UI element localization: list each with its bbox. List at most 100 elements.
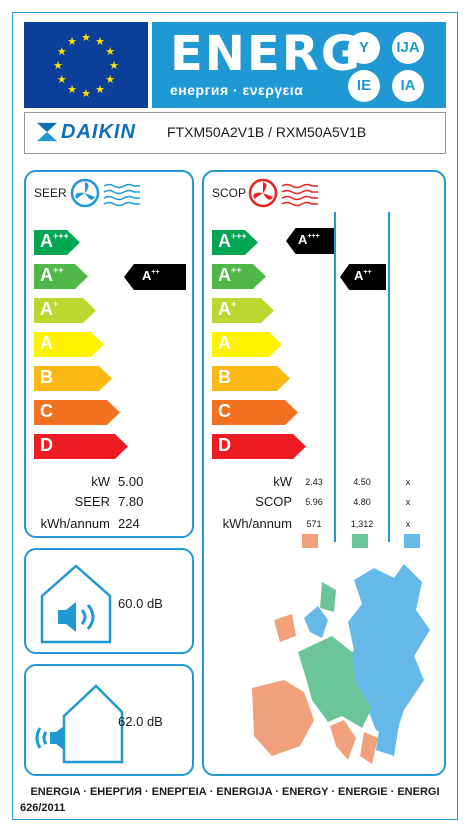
energy-band: ENERG енергия · ενεργεια Y IJA IE IA <box>152 22 446 108</box>
scop-rating-sup: ++ <box>363 269 372 276</box>
column-divider <box>388 212 390 542</box>
scop-value: 1,312 <box>350 519 374 529</box>
seer-row-label: kWh/annum <box>40 516 110 531</box>
scop-class-letter: A <box>218 231 231 251</box>
scop-class-bar: D <box>212 434 306 459</box>
scop-class-label: D <box>218 435 231 456</box>
scop-panel: SCOP A+++ A++ A+ A B C D A+++ A++ kW SCOP kWh/… <box>202 170 446 776</box>
seer-class-label: A+++ <box>40 231 69 252</box>
column-divider <box>334 212 336 542</box>
seer-class-label: C <box>40 401 53 422</box>
outdoor-noise-value: 62.0 dB <box>118 714 163 729</box>
seer-row-value: 5.00 <box>118 474 144 489</box>
seer-class-label: A++ <box>40 265 64 286</box>
seer-rating-marker: A++ <box>124 264 186 290</box>
scop-class-letter: A <box>218 333 231 353</box>
scop-class-letter: C <box>218 401 231 421</box>
seer-row-value: 224 <box>118 516 140 531</box>
climate-zone-swatch-colder <box>404 534 420 548</box>
seer-class-bar: A+ <box>34 298 96 323</box>
scop-rating-letter: A <box>354 268 364 283</box>
scop-class-bar: B <box>212 366 290 391</box>
climate-zone-swatch-warmer <box>302 534 318 548</box>
eu-star-icon: ★ <box>53 60 63 72</box>
scop-value: 571 <box>306 519 322 529</box>
regulation-number: 626/2011 <box>20 802 66 814</box>
scop-class-letter: D <box>218 435 231 455</box>
seer-class-label: B <box>40 367 53 388</box>
scop-class-letter: A <box>218 265 231 285</box>
seer-class-sup: +++ <box>53 231 69 241</box>
scop-class-bar: C <box>212 400 298 425</box>
scop-label: SCOP <box>212 186 247 200</box>
eu-star-icon: ★ <box>105 74 115 86</box>
label-frame <box>12 12 458 820</box>
seer-class-letter: A <box>40 265 53 285</box>
energy-title: ENERG <box>170 26 363 82</box>
eu-star-icon: ★ <box>57 46 67 58</box>
heating-fan-icon <box>248 178 318 208</box>
seer-class-bar: A+++ <box>34 230 80 255</box>
indoor-house-speaker-icon <box>40 564 112 644</box>
seer-rating-sup: ++ <box>151 269 160 276</box>
scop-class-sup: ++ <box>231 265 242 275</box>
seer-class-bar: B <box>34 366 112 391</box>
scop-value: x <box>405 497 411 507</box>
scop-value: x <box>405 519 411 529</box>
scop-class-bar: A++ <box>212 264 266 289</box>
eu-star-icon: ★ <box>81 88 91 100</box>
label-header: ★ ★ ★ ★ ★ ★ ★ ★ ★ ★ ★ ★ ENERG енергия · ενεργεια Y … <box>24 22 446 108</box>
seer-class-label: A+ <box>40 299 58 320</box>
seer-class-letter: A <box>40 231 53 251</box>
lang-badge-ia: IA <box>392 70 424 102</box>
scop-row-label: kWh/annum <box>222 516 292 531</box>
scop-value: 4.80 <box>353 497 371 507</box>
model-number: FTXM50A2V1B / RXM50A5V1B <box>167 124 367 140</box>
eu-star-icon: ★ <box>105 46 115 58</box>
scop-class-sup: +++ <box>231 231 247 241</box>
seer-class-letter: D <box>40 435 53 455</box>
indoor-noise-panel: 60.0 dB <box>24 548 194 654</box>
outdoor-noise-unit: dB <box>146 714 163 729</box>
scop-rating-marker: A++ <box>340 264 386 290</box>
indoor-noise-unit: dB <box>146 596 163 611</box>
eu-star-icon: ★ <box>81 32 91 44</box>
lang-badge-y: Y <box>348 32 380 64</box>
seer-class-sup: + <box>53 299 59 309</box>
supplier-row: DAIKIN FTXM50A2V1B / RXM50A5V1B <box>24 112 446 154</box>
scop-class-letter: A <box>218 299 231 319</box>
eu-star-icon: ★ <box>67 36 77 48</box>
scop-class-sup: + <box>231 299 237 309</box>
seer-rating-letter: A <box>142 268 152 283</box>
outdoor-house-speaker-icon <box>35 684 124 764</box>
seer-class-letter: C <box>40 401 53 421</box>
eu-star-icon: ★ <box>57 74 67 86</box>
scop-class-letter: B <box>218 367 231 387</box>
scop-row-label: SCOP <box>255 494 292 509</box>
eu-star-icon: ★ <box>95 36 105 48</box>
seer-panel: SEER A+++ A++ A+ A B C D A++ kW 5.00 SEER 7.80… <box>24 170 194 538</box>
brand-name: DAIKIN <box>61 121 136 143</box>
indoor-noise-value: 60.0 dB <box>118 596 163 611</box>
scop-value: 2.43 <box>305 477 323 487</box>
seer-class-letter: A <box>40 333 53 353</box>
scop-class-label: A+ <box>218 299 236 320</box>
scop-value: x <box>405 477 411 487</box>
daikin-logo-icon <box>37 122 57 142</box>
seer-class-letter: A <box>40 299 53 319</box>
seer-class-letter: B <box>40 367 53 387</box>
scop-class-label: B <box>218 367 231 388</box>
scop-rating-letter: A <box>298 232 308 247</box>
eu-star-icon: ★ <box>109 60 119 72</box>
climate-zone-swatch-average <box>352 534 368 548</box>
scop-value: 4.50 <box>353 477 371 487</box>
seer-class-bar: A <box>34 332 104 357</box>
lang-badge-ie: IE <box>348 70 380 102</box>
eu-star-icon: ★ <box>67 84 77 96</box>
eu-star-icon: ★ <box>95 84 105 96</box>
scop-value: 5.96 <box>305 497 323 507</box>
seer-label: SEER <box>34 186 67 200</box>
outdoor-noise-panel: 62.0 dB <box>24 664 194 776</box>
seer-row-label: SEER <box>74 494 110 509</box>
footer-languages: ENERGIA · ЕНЕРГИЯ · ΕΝΕΡΓΕΙΑ · ENERGIJA … <box>30 786 440 798</box>
